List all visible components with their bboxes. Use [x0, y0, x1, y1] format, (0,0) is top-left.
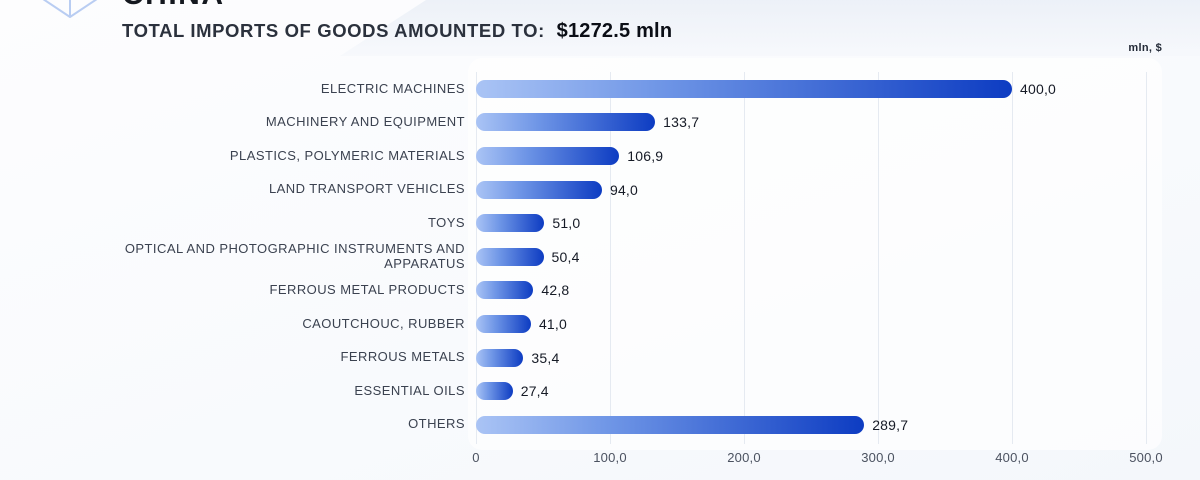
bar-cell: 35,4 [476, 348, 1176, 367]
category-label: FERROUS METAL PRODUCTS [269, 282, 465, 298]
gridline [1146, 72, 1147, 444]
chart-row: MACHINERY AND EQUIPMENT 133,7 [0, 106, 1200, 140]
chart-row: OTHERS 289,7 [0, 408, 1200, 442]
value-label: 94,0 [609, 181, 639, 198]
bar-cell: 133,7 [476, 113, 1176, 132]
bar [476, 79, 1012, 98]
value-label: 50,4 [551, 248, 580, 265]
category-cell: MACHINERY AND EQUIPMENT [0, 115, 476, 130]
chart-row: OPTICAL AND PHOTOGRAPHIC INSTRUMENTS AND… [0, 240, 1200, 274]
category-label: TOYS [428, 214, 465, 230]
chart-row: ESSENTIAL OILS 27,4 [0, 374, 1200, 408]
chart-row: CAOUTCHOUC, RUBBER 41,0 [0, 307, 1200, 341]
category-label: MACHINERY AND EQUIPMENT [265, 114, 465, 130]
diagonal-banner-decoration [340, 0, 1200, 56]
bar-cell: 41,0 [476, 314, 1176, 333]
category-label: PLASTICS, POLYMERIC MATERIALS [229, 147, 465, 163]
category-cell: FERROUS METALS [0, 350, 476, 365]
bar [476, 214, 545, 233]
gridline [878, 72, 879, 444]
bar [476, 180, 602, 199]
category-cell: CAOUTCHOUC, RUBBER [0, 315, 476, 332]
category-label: FERROUS METALS [340, 349, 465, 365]
bar-cell: 50,4 [476, 247, 1176, 266]
bar [476, 348, 524, 367]
bar [476, 113, 656, 132]
bar-cell: 51,0 [476, 214, 1176, 233]
x-axis: 0 100,0 200,0 300,0 400,0 500,0 [472, 449, 1162, 468]
bar-cell: 42,8 [476, 281, 1176, 300]
x-axis-tick: 200,0 [727, 449, 761, 465]
bar [476, 314, 531, 333]
category-cell: ELECTRIC MACHINES [0, 80, 476, 97]
bar [476, 146, 620, 165]
category-cell: TOYS [0, 214, 476, 231]
gridline [744, 72, 745, 444]
x-axis-tick: 400,0 [995, 449, 1029, 465]
chart-title-prefix: TOTAL IMPORTS OF GOODS AMOUNTED TO: [122, 20, 545, 41]
value-label: 106,9 [627, 147, 664, 164]
chart-row: ELECTRIC MACHINES 400,0 [0, 72, 1200, 106]
bar-cell: 27,4 [476, 382, 1176, 401]
value-label: 51,0 [552, 215, 581, 232]
bar [476, 247, 544, 266]
category-label: OPTICAL AND PHOTOGRAPHIC INSTRUMENTS AND… [124, 241, 465, 271]
bar-cell: 289,7 [476, 415, 1176, 434]
value-label: 289,7 [872, 416, 909, 433]
total-amount: $1272.5 mln [556, 20, 673, 42]
chart-rows: ELECTRIC MACHINES 400,0 MACHINERY AND EQUI… [0, 72, 1200, 442]
bar [476, 415, 865, 434]
value-label: 27,4 [520, 383, 549, 400]
gridline [610, 72, 611, 444]
chart-row: LAND TRANSPORT VEHICLES 94,0 [0, 173, 1200, 207]
value-label: 41,0 [538, 315, 567, 332]
bar-cell: 400,0 [476, 79, 1176, 98]
x-axis-tick: 500,0 [1129, 449, 1163, 465]
value-label: 400,0 [1020, 80, 1057, 97]
bar [476, 281, 534, 300]
bar-chart: ELECTRIC MACHINES 400,0 MACHINERY AND EQUI… [0, 72, 1200, 468]
crystal-logo-icon [22, 0, 118, 24]
gridline [1012, 72, 1013, 444]
chart-title: TOTAL IMPORTS OF GOODS AMOUNTED TO: $127… [122, 20, 672, 43]
chart-row: FERROUS METALS 35,4 [0, 341, 1200, 375]
category-label: ELECTRIC MACHINES [320, 80, 465, 96]
bar [476, 382, 513, 401]
value-label: 35,4 [531, 349, 560, 366]
x-axis-tick: 300,0 [861, 449, 895, 465]
chart-row: FERROUS METAL PRODUCTS 42,8 [0, 274, 1200, 308]
category-cell: ESSENTIAL OILS [0, 382, 476, 399]
value-label: 42,8 [541, 282, 570, 299]
x-axis-tick: 100,0 [593, 449, 627, 465]
unit-label: mln, $ [1128, 42, 1162, 54]
x-axis-tick: 0 [472, 449, 480, 465]
category-label: LAND TRANSPORT VEHICLES [268, 181, 465, 197]
bar-cell: 94,0 [476, 180, 1176, 199]
category-cell: OPTICAL AND PHOTOGRAPHIC INSTRUMENTS AND… [0, 242, 476, 271]
value-label: 133,7 [663, 114, 700, 131]
category-label: OTHERS [408, 416, 465, 432]
chart-row: TOYS 51,0 [0, 206, 1200, 240]
category-cell: LAND TRANSPORT VEHICLES [0, 182, 476, 197]
country-title: CHINA [122, 0, 225, 12]
category-cell: FERROUS METAL PRODUCTS [0, 283, 476, 298]
category-label: ESSENTIAL OILS [354, 382, 465, 398]
category-label: CAOUTCHOUC, RUBBER [302, 315, 465, 331]
chart-row: PLASTICS, POLYMERIC MATERIALS 106,9 [0, 139, 1200, 173]
category-cell: OTHERS [0, 417, 476, 432]
bar-cell: 106,9 [476, 146, 1176, 165]
category-cell: PLASTICS, POLYMERIC MATERIALS [0, 147, 476, 164]
